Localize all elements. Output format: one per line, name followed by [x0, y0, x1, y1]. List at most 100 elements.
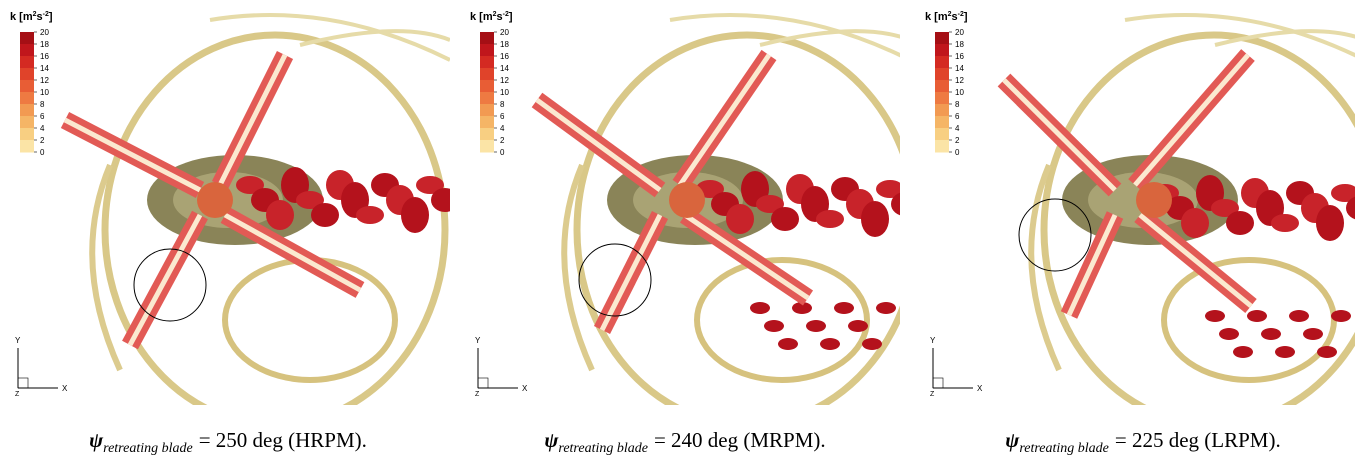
flow-render	[531, 13, 900, 405]
vortex-ring	[1161, 257, 1337, 383]
colorbar-title-part: s	[497, 11, 503, 23]
rotor-blade-edge	[599, 213, 663, 332]
colorbar-band	[480, 68, 494, 81]
colorbar-tick-label: 4	[500, 124, 505, 133]
colorbar-tick-label: 16	[40, 52, 49, 61]
colorbar-tick-label: 18	[955, 40, 964, 49]
vortex-filament	[1028, 163, 1062, 372]
colorbar-band	[20, 140, 34, 153]
vortex-ring	[573, 31, 900, 405]
triad-label: Z	[15, 391, 20, 398]
triad-label: Z	[475, 391, 480, 398]
colorbar-band	[480, 80, 494, 93]
wake-blob	[296, 191, 324, 209]
colorbar-band	[20, 80, 34, 93]
panel: k [m2s-2]20181614121086420YXZψretreating…	[10, 11, 450, 456]
colorbar-tick-label: 20	[40, 28, 49, 37]
triad-label: Y	[15, 336, 21, 345]
colorbar-tick-label: 12	[40, 76, 49, 85]
colorbar-tick-label: 4	[955, 124, 960, 133]
wake-blob	[1303, 328, 1323, 340]
colorbar-band	[935, 140, 949, 153]
caption-symbol: ψ	[1005, 428, 1020, 452]
rotor-blade-edge	[1002, 78, 1117, 192]
colorbar-band	[935, 116, 949, 129]
wake-blob	[771, 207, 799, 231]
wake-blob	[416, 176, 444, 194]
wake-blob	[311, 203, 339, 227]
caption-subscript: retreating blade	[558, 441, 648, 456]
triad-label: X	[977, 384, 983, 393]
highlight-circle	[133, 248, 207, 322]
caption-symbol: ψ	[89, 428, 104, 452]
rotor-blade-edge	[535, 97, 662, 193]
wake-blob	[1261, 328, 1281, 340]
colorbar-title: k [m2s-2]	[10, 11, 53, 23]
wake-blob	[1289, 310, 1309, 322]
wake-blob	[750, 302, 770, 314]
colorbar-tick-label: 10	[40, 88, 49, 97]
colorbar-title: k [m2s-2]	[470, 11, 513, 23]
wake-blob	[891, 192, 900, 216]
colorbar-tick-label: 10	[955, 88, 964, 97]
wake-blob	[1271, 214, 1299, 232]
wake-blob	[1331, 184, 1355, 202]
wake-blob	[431, 188, 450, 212]
wake-blob	[862, 338, 882, 350]
wake-blob	[1219, 328, 1239, 340]
rotor-blade-edge	[217, 53, 288, 187]
colorbar-tick-label: 20	[500, 28, 509, 37]
colorbar-title-part: 2	[33, 11, 37, 18]
vortex-filament	[89, 163, 123, 372]
wake-blob	[1205, 310, 1225, 322]
colorbar-tick-label: 8	[955, 100, 960, 109]
colorbar-band	[20, 128, 34, 141]
vortex-ring	[1040, 31, 1355, 405]
axes-triad: Y X Z	[475, 336, 528, 398]
colorbar-tick-label: 2	[955, 136, 960, 145]
triad-label: X	[62, 384, 68, 393]
colorbar-tick-label: 14	[955, 64, 964, 73]
colorbar-tick-label: 16	[955, 52, 964, 61]
rotor-hub	[197, 182, 233, 218]
colorbar-band	[480, 116, 494, 129]
caption: ψretreating blade = 250 deg (HRPM).	[89, 428, 367, 456]
colorbar-band	[20, 92, 34, 105]
colorbar-title-part: ]	[509, 11, 513, 23]
colorbar-tick-label: 18	[40, 40, 49, 49]
colorbar-tick-label: 0	[40, 148, 45, 157]
colorbar-band	[480, 104, 494, 117]
colorbar-title-part: ]	[964, 11, 968, 23]
wake-blob	[820, 338, 840, 350]
colorbar-title-part: ]	[49, 11, 53, 23]
colorbar-title-part: -2	[503, 11, 509, 18]
vortex-filament	[299, 29, 450, 47]
colorbar-tick-label: 14	[40, 64, 49, 73]
rotor-blade-edge	[1138, 213, 1253, 308]
caption: ψretreating blade = 225 deg (LRPM).	[1005, 428, 1280, 456]
wake-blob	[1247, 310, 1267, 322]
wake-blob	[816, 210, 844, 228]
colorbar-band	[480, 128, 494, 141]
colorbar-tick-label: 2	[500, 136, 505, 145]
colorbar-band	[480, 44, 494, 57]
colorbar-band	[20, 104, 34, 117]
colorbar-band	[935, 44, 949, 57]
colorbar-band	[20, 116, 34, 129]
wake-blob	[1275, 346, 1295, 358]
colorbar-band	[20, 68, 34, 81]
panel: k [m2s-2]20181614121086420YXZψretreating…	[470, 11, 900, 456]
vortex-ring	[101, 31, 449, 405]
colorbar-tick-label: 6	[500, 112, 505, 121]
triad-box	[477, 377, 489, 389]
rotor-blade-edge	[63, 117, 202, 193]
colorbar-tick-label: 14	[500, 64, 509, 73]
colorbar-band	[480, 32, 494, 45]
colorbar-band	[935, 128, 949, 141]
colorbar-band	[480, 56, 494, 69]
highlight-circle	[578, 243, 652, 317]
colorbar-band	[935, 68, 949, 81]
colorbar-band	[935, 32, 949, 45]
colorbar-tick-label: 8	[40, 100, 45, 109]
